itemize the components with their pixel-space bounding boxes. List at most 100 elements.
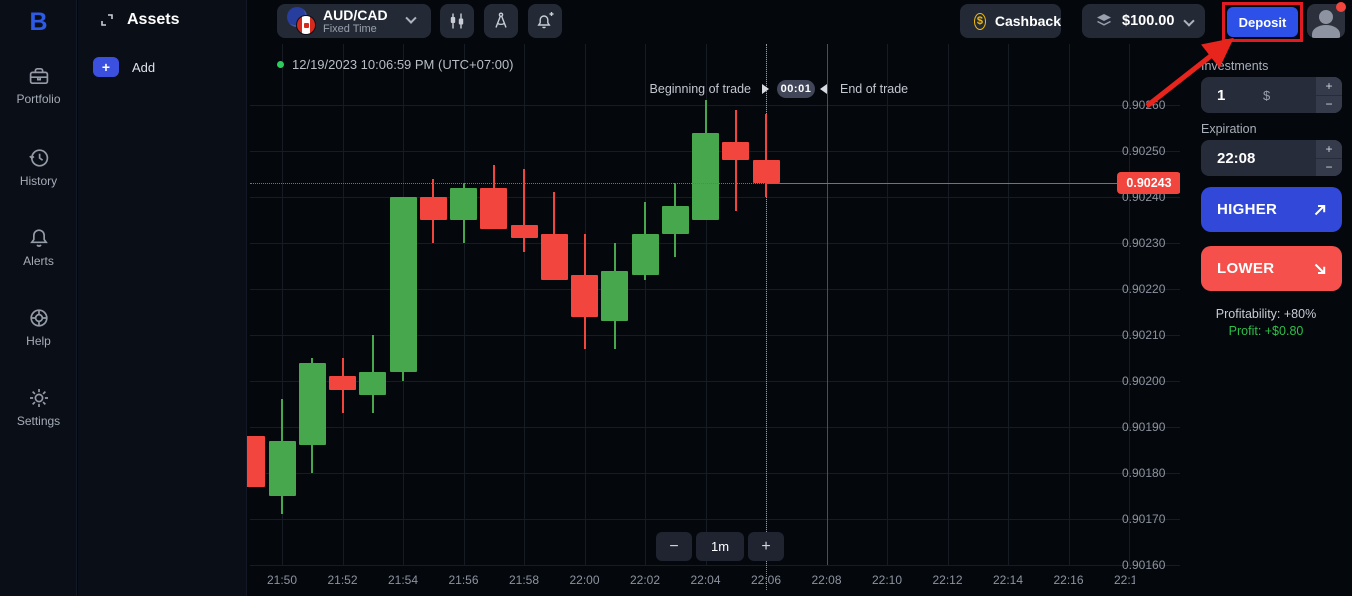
chart-type-button[interactable]: [440, 4, 474, 38]
lifebuoy-icon: [29, 309, 48, 327]
x-tick-label: 22:14: [992, 573, 1024, 587]
investment-increase-button[interactable]: +: [1315, 77, 1342, 95]
trade-begin-line: [766, 44, 767, 590]
candle: [752, 160, 780, 184]
countdown-badge: 00:01: [777, 80, 815, 98]
end-of-trade-label: End of trade: [840, 82, 909, 96]
briefcase-icon: [29, 67, 48, 85]
h-gridline: [250, 427, 1180, 428]
candle: [510, 224, 538, 239]
drawing-tools-button[interactable]: [484, 4, 518, 38]
cashback-label: Cashback: [994, 13, 1061, 29]
v-gridline: [705, 44, 707, 565]
candle: [601, 270, 629, 322]
x-tick-label: 22:00: [569, 573, 600, 587]
v-gridline: [1008, 44, 1009, 565]
v-gridline: [947, 44, 949, 565]
h-gridline: [250, 243, 1180, 244]
y-tick-label: 0.90250: [1122, 144, 1166, 158]
sidebar-item-settings[interactable]: Settings: [0, 386, 77, 428]
currency-symbol: $: [1263, 87, 1271, 103]
notification-dot: [1336, 2, 1346, 12]
h-gridline: [250, 381, 1180, 382]
candle: [540, 233, 568, 280]
candle: [419, 197, 447, 220]
v-gridline: [1129, 44, 1130, 565]
sidebar-item-alerts[interactable]: Alerts: [0, 226, 77, 268]
cashback-icon: $: [974, 12, 986, 30]
candle: [722, 141, 750, 161]
investment-value[interactable]: 1: [1217, 86, 1226, 104]
x-tick-label: 21:52: [327, 573, 358, 587]
expiration-label: Expiration: [1201, 122, 1257, 136]
avatar-silhouette: [1319, 10, 1333, 24]
chevron-down-icon: [405, 12, 417, 24]
arrow-up-right-icon: [1314, 204, 1326, 215]
arrow-down-right-icon: [1314, 263, 1326, 274]
avatar[interactable]: [1307, 4, 1345, 38]
expiration-value[interactable]: 22:08: [1217, 149, 1256, 167]
chart-timestamp-row: 12/19/2023 10:06:59 PM (UTC+07:00): [277, 57, 514, 72]
x-tick-label: 21:56: [448, 573, 479, 587]
candle: [631, 233, 659, 276]
higher-button[interactable]: HIGHER: [1201, 187, 1342, 232]
balance-selector[interactable]: $100.00: [1082, 4, 1205, 38]
v-gridline: [463, 44, 465, 565]
h-gridline: [250, 473, 1180, 474]
x-tick-label: 21:50: [266, 573, 298, 587]
v-gridline: [342, 44, 344, 565]
current-price-tag: 0.90243: [1117, 172, 1181, 194]
triangle-left-icon: [820, 84, 827, 94]
investment-field[interactable]: 1 $ + −: [1201, 77, 1342, 113]
zoom-in-button[interactable]: +: [748, 532, 784, 561]
triangle-right-icon: [762, 84, 769, 94]
sidebar-item-portfolio[interactable]: Portfolio: [0, 64, 77, 106]
trade-panel: Investments 1 $ + − Expiration 22:08 + −…: [1180, 0, 1352, 596]
investment-decrease-button[interactable]: −: [1315, 95, 1342, 113]
current-price-dotted-line: [250, 183, 1180, 184]
h-gridline: [250, 519, 1180, 520]
candlestick-icon: [450, 13, 464, 29]
candle: [389, 197, 417, 372]
expiration-decrease-button[interactable]: −: [1316, 158, 1342, 176]
y-tick-label: 0.90180: [1122, 466, 1166, 480]
interval-label[interactable]: 1m: [696, 532, 744, 561]
candle: [298, 362, 326, 446]
candle: [450, 187, 477, 220]
lower-button[interactable]: LOWER: [1201, 246, 1342, 291]
v-gridline: [645, 44, 646, 565]
x-tick-label: 22:10: [871, 573, 903, 587]
y-tick-label: 0.90230: [1122, 236, 1166, 250]
chart-timestamp: 12/19/2023 10:06:59 PM (UTC+07:00): [292, 57, 514, 72]
x-tick-label: 22:12: [932, 573, 963, 587]
h-gridline: [250, 335, 1180, 336]
v-gridline: [282, 44, 283, 565]
sidebar-item-history[interactable]: History: [0, 146, 77, 188]
chevron-down-icon: [1183, 15, 1195, 27]
add-asset-label[interactable]: Add: [132, 59, 156, 75]
h-gridline: [250, 289, 1180, 290]
sidebar-item-help[interactable]: Help: [0, 306, 77, 348]
assets-icon: [101, 14, 113, 26]
h-gridline: [250, 105, 1180, 106]
expiration-field[interactable]: 22:08 + −: [1201, 140, 1342, 176]
asset-selector[interactable]: AUD/CAD Fixed Time: [277, 4, 431, 38]
trade-end-line: [826, 44, 828, 565]
y-tick-label: 0.90170: [1122, 512, 1166, 526]
app-logo[interactable]: B: [29, 8, 48, 36]
y-tick-label: 0.90200: [1122, 374, 1166, 388]
cashback-button[interactable]: $ Cashback: [960, 4, 1061, 38]
currency-pair-flags: [277, 4, 321, 38]
expiration-increase-button[interactable]: +: [1316, 140, 1342, 158]
assets-title: Assets: [127, 11, 180, 28]
add-asset-button[interactable]: +: [93, 57, 119, 77]
alert-add-button[interactable]: [528, 4, 562, 38]
y-tick-label: 0.90260: [1122, 98, 1166, 112]
h-gridline: [250, 565, 1180, 566]
deposit-button[interactable]: Deposit: [1227, 7, 1298, 37]
zoom-out-button[interactable]: −: [656, 532, 692, 561]
chart-zoom-control: − 1m +: [656, 532, 784, 561]
v-gridline: [887, 44, 888, 565]
v-gridline: [524, 44, 525, 565]
